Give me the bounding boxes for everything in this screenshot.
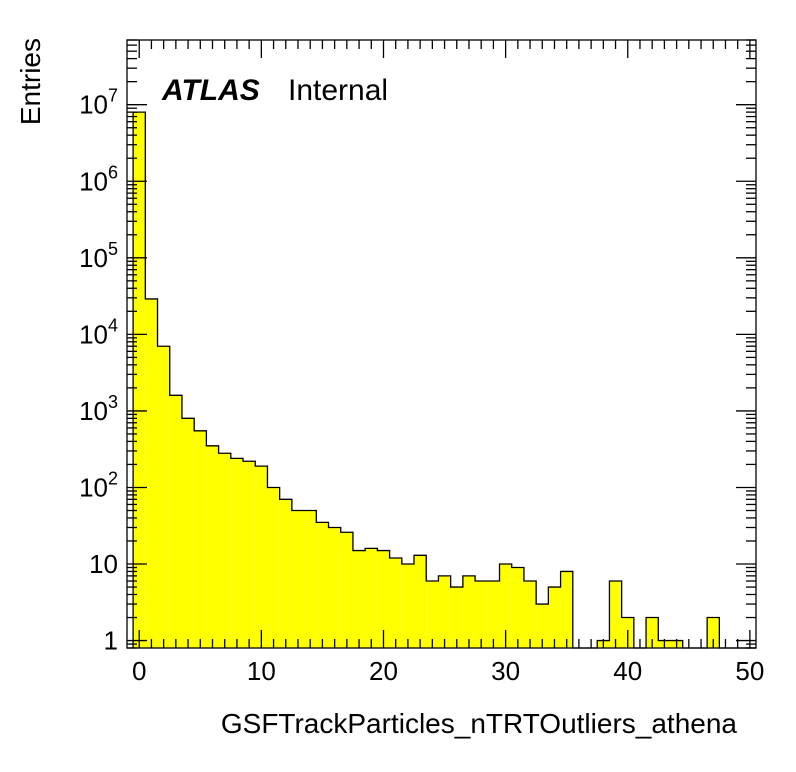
histogram-bar: [169, 395, 182, 648]
x-tick-label: 20: [369, 656, 398, 686]
histogram-bar: [475, 581, 488, 648]
histogram-bar: [560, 571, 573, 648]
histogram-bar: [340, 532, 353, 648]
histogram-bar: [255, 466, 268, 648]
histogram-bar: [218, 453, 231, 648]
y-axis-label: Entries: [15, 38, 46, 125]
x-tick-label: 10: [247, 656, 276, 686]
histogram-bar: [316, 522, 329, 648]
histogram-bar: [206, 445, 219, 648]
atlas-label: ATLAS: [161, 74, 260, 107]
y-tick-label: 106: [79, 162, 118, 196]
histogram-bar: [267, 487, 280, 648]
histogram-bar: [450, 587, 463, 648]
y-tick-label: 10: [89, 549, 118, 579]
x-axis-label: GSFTrackParticles_nTRTOutliers_athena: [221, 708, 738, 739]
y-tick-label: 1: [104, 626, 118, 656]
histogram-bar: [707, 617, 720, 648]
histogram-bar: [609, 581, 622, 648]
histogram-bar: [462, 575, 476, 648]
y-tick-label: 105: [79, 239, 118, 273]
histogram-bar: [230, 458, 244, 648]
histogram-bar: [499, 564, 512, 648]
histogram-bar: [133, 112, 146, 649]
histogram-outline: [132, 111, 756, 649]
y-tick-labels: 1 10 102 103 104 105 106 107: [79, 86, 118, 656]
x-tick-label: 0: [132, 656, 146, 686]
plot-frame: [126, 39, 757, 649]
histogram-bar: [401, 564, 415, 648]
axis-ticks: [127, 39, 756, 649]
histogram-bar: [389, 557, 402, 648]
x-tick-label: 30: [491, 656, 520, 686]
histogram-bar: [438, 575, 451, 648]
histogram-bar: [291, 510, 305, 648]
histogram-bar: [548, 587, 561, 648]
histogram-bar: [181, 418, 195, 648]
y-tick-label: 102: [79, 468, 118, 502]
y-tick-label: 103: [79, 392, 118, 426]
histogram-bar: [536, 604, 549, 648]
histogram-bar: [365, 548, 378, 648]
histogram-bar: [523, 581, 537, 648]
histogram-bar: [145, 298, 158, 648]
histogram-bar: [414, 555, 427, 648]
y-tick-label: 107: [79, 86, 118, 120]
histogram-bar: [304, 510, 317, 648]
histogram-bar: [328, 527, 341, 648]
histogram-bar: [194, 430, 207, 648]
x-tick-labels: 0 10 20 30 40 50: [132, 656, 764, 686]
histogram-bars: [133, 112, 720, 649]
internal-label: Internal: [288, 74, 388, 107]
y-tick-label: 104: [79, 315, 118, 349]
histogram-bar: [646, 617, 659, 648]
histogram-bar: [157, 346, 170, 648]
histogram-bar: [377, 550, 390, 648]
histogram-bar: [243, 461, 256, 648]
histogram-bar: [487, 581, 500, 648]
x-tick-label: 50: [735, 656, 764, 686]
histogram-bar: [279, 499, 292, 648]
x-tick-label: 40: [613, 656, 642, 686]
histogram-bar: [352, 550, 366, 648]
histogram-bar: [426, 581, 439, 648]
histogram-bar: [511, 567, 524, 648]
